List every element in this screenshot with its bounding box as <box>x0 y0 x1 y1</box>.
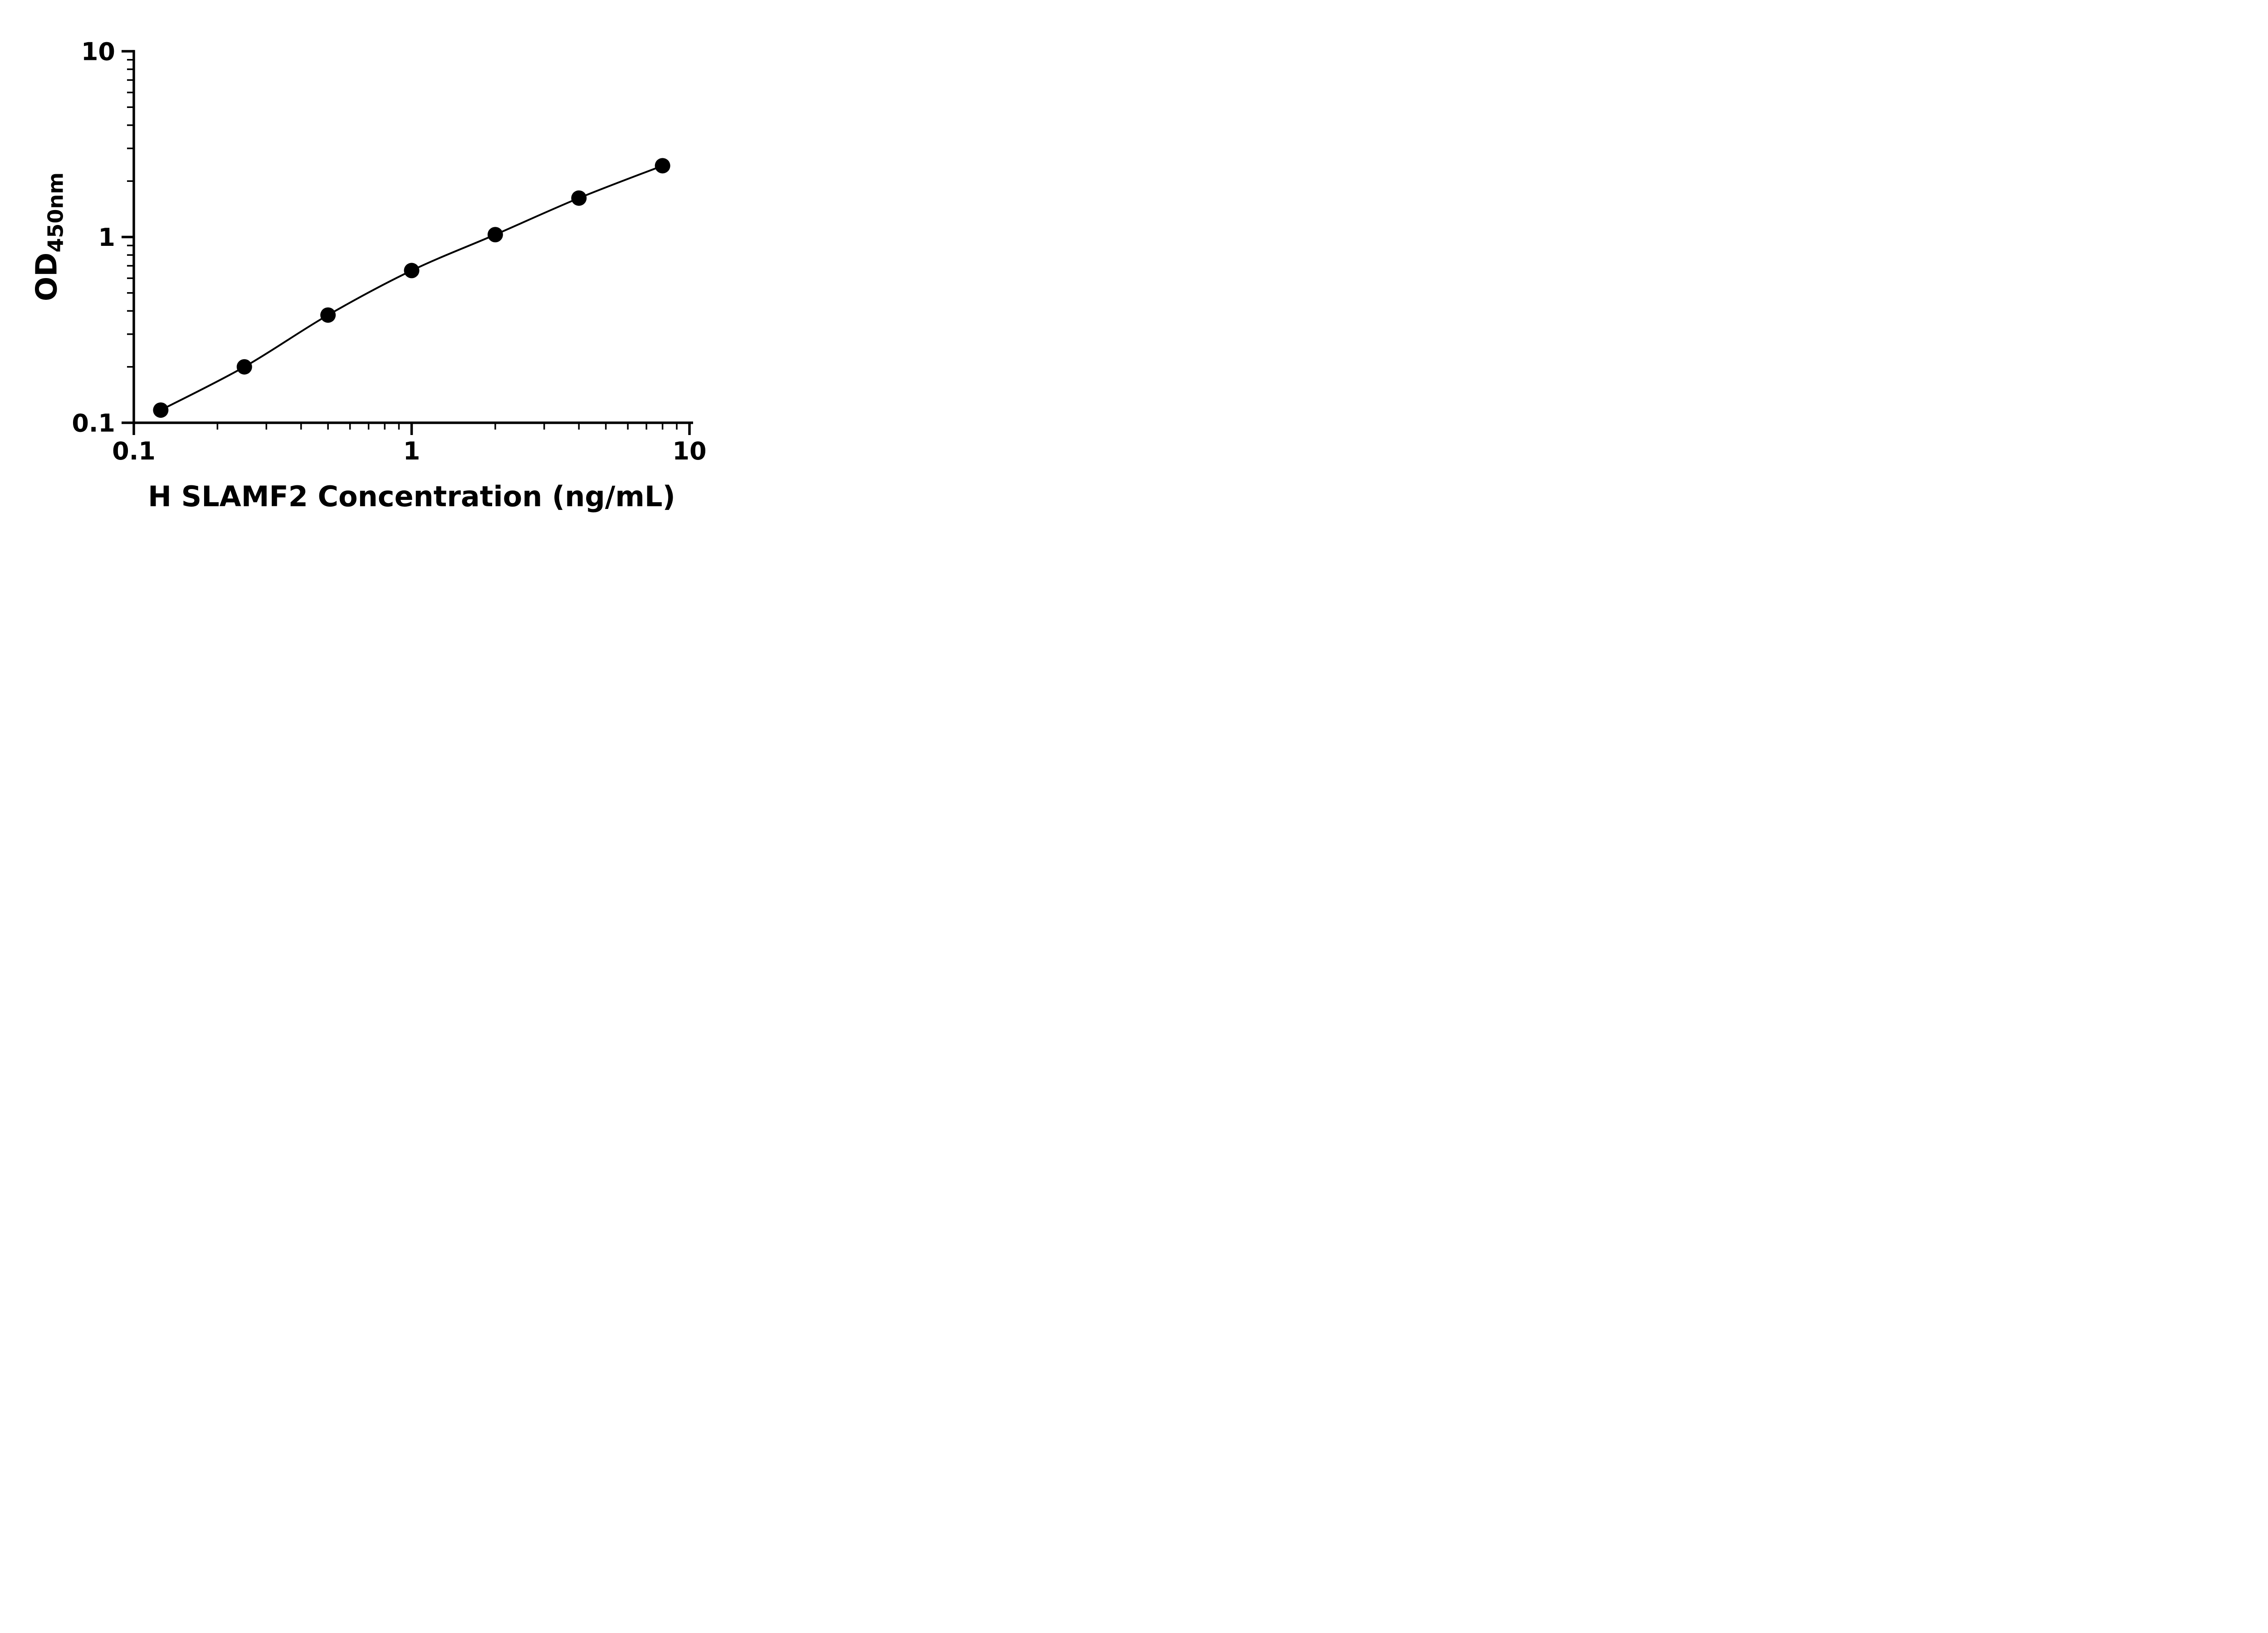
data-point-marker <box>153 402 169 418</box>
y-axis-title-subscript: 450nm <box>43 172 68 253</box>
fit-curve <box>160 165 663 411</box>
y-tick-label: 0.1 <box>72 409 115 437</box>
axis-spines <box>132 50 693 424</box>
x-tick-label: 1 <box>403 437 420 465</box>
y-tick-label: 10 <box>81 37 115 66</box>
x-axis-title: H SLAMF2 Concentration (ng/mL) <box>148 480 675 513</box>
y-tick-label: 1 <box>98 223 115 252</box>
data-point-marker <box>236 359 252 375</box>
data-point-marker <box>404 263 420 279</box>
x-tick-label: 10 <box>672 437 706 465</box>
data-point-marker <box>655 158 670 174</box>
x-tick-label: 0.1 <box>112 437 156 465</box>
data-point-marker <box>571 190 587 206</box>
elisa-standard-curve-figure: 0.1 1 10 0.1 1 10 OD450nm H SLAMF2 Concentrat… <box>0 0 761 544</box>
data-point-marker <box>320 307 336 323</box>
y-axis-title-main: OD <box>30 252 64 302</box>
y-axis-title: OD450nm <box>30 172 68 301</box>
plot-svg: 0.1 1 10 0.1 1 10 <box>72 37 706 465</box>
data-point-marker <box>487 227 503 243</box>
